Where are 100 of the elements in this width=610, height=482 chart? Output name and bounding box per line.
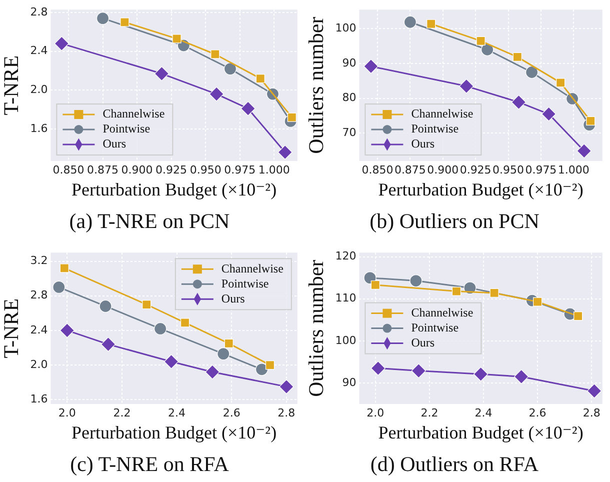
y-tick-label: 2.8 bbox=[30, 288, 48, 302]
y-tick-label: 100 bbox=[335, 22, 356, 35]
point bbox=[533, 297, 542, 306]
y-tick-label: 70 bbox=[342, 126, 356, 140]
point bbox=[511, 94, 526, 110]
y-axis-title: Outliers number bbox=[304, 260, 328, 397]
point bbox=[54, 36, 69, 51]
point bbox=[481, 43, 494, 56]
point bbox=[576, 144, 592, 158]
point bbox=[180, 318, 190, 328]
point bbox=[404, 16, 416, 28]
text: (b) Outliers on PCN bbox=[370, 208, 540, 233]
point bbox=[411, 363, 426, 378]
x-tick-label: 2.6 bbox=[222, 406, 240, 420]
point bbox=[209, 86, 224, 102]
y-tick-label: 2.4 bbox=[30, 323, 48, 336]
point bbox=[60, 264, 69, 273]
point bbox=[255, 363, 268, 376]
point bbox=[205, 364, 220, 380]
legend-label: Channelwise bbox=[221, 261, 284, 276]
y-tick-label: 1.6 bbox=[30, 122, 48, 135]
text: (c) T-NRE on RFA bbox=[70, 452, 230, 476]
point bbox=[210, 50, 220, 59]
x-tick-label: 2.0 bbox=[366, 406, 384, 420]
y-axis-title: Outliers number bbox=[304, 16, 328, 154]
y-tick-label: 2.0 bbox=[30, 83, 48, 96]
y-axis-title: T-NRE bbox=[0, 298, 24, 358]
x-tick-label: 0.950 bbox=[190, 163, 222, 176]
legend-label: Ours bbox=[411, 335, 435, 350]
x-tick-label: 2.4 bbox=[474, 406, 492, 420]
point bbox=[217, 348, 230, 360]
y-tick-label: 110 bbox=[335, 292, 356, 305]
x-tick-label: 0.975 bbox=[525, 163, 557, 176]
point bbox=[164, 354, 179, 369]
point bbox=[452, 286, 462, 296]
x-tick-label: 2.2 bbox=[420, 406, 438, 420]
point bbox=[525, 66, 538, 79]
text: (d) Outliers on RFA bbox=[370, 452, 540, 476]
point bbox=[410, 274, 422, 288]
legend-label: Channelwise bbox=[102, 106, 165, 121]
legend-label: Pointwise bbox=[411, 122, 459, 136]
x-tick-label: 2.8 bbox=[278, 406, 296, 420]
legend-label: Channelwise bbox=[411, 305, 474, 320]
point bbox=[279, 379, 294, 394]
point bbox=[52, 280, 66, 294]
point bbox=[99, 300, 112, 313]
y-tick-label: 90 bbox=[342, 56, 356, 70]
x-axis-title: Perturbation Budget (×10⁻²) bbox=[72, 180, 277, 200]
y-tick-label: 2.4 bbox=[30, 44, 48, 58]
x-tick-label: 0.900 bbox=[427, 163, 459, 176]
text: (a) T-NRE on PCN bbox=[69, 208, 230, 233]
point bbox=[224, 338, 234, 348]
point bbox=[120, 18, 130, 27]
x-tick-label: 0.925 bbox=[460, 163, 492, 176]
x-tick-label: 2.2 bbox=[113, 406, 131, 420]
point bbox=[426, 19, 436, 28]
y-tick-label: 2.8 bbox=[30, 5, 48, 18]
y-tick-label: 90 bbox=[342, 376, 356, 389]
point bbox=[476, 36, 486, 46]
legend-label: Channelwise bbox=[411, 106, 474, 121]
point bbox=[474, 366, 488, 382]
y-tick-label: 1.6 bbox=[30, 392, 48, 406]
point bbox=[96, 12, 110, 25]
point bbox=[142, 300, 152, 310]
point bbox=[256, 74, 265, 84]
x-tick-label: 0.900 bbox=[121, 163, 153, 176]
x-tick-label: 0.975 bbox=[224, 163, 256, 176]
point bbox=[154, 322, 167, 336]
point bbox=[490, 288, 499, 298]
y-tick-label: 120 bbox=[335, 250, 356, 263]
x-tick-label: 0.875 bbox=[394, 163, 426, 176]
point bbox=[364, 59, 378, 74]
point bbox=[586, 116, 596, 126]
x-tick-label: 0.875 bbox=[87, 163, 119, 176]
point bbox=[240, 101, 256, 116]
y-tick-label: 3.2 bbox=[30, 254, 48, 268]
point bbox=[370, 360, 386, 376]
point bbox=[224, 62, 237, 76]
x-tick-label: 1.000 bbox=[558, 163, 590, 176]
x-tick-label: 2.8 bbox=[582, 406, 600, 420]
x-tick-label: 2.4 bbox=[168, 406, 186, 420]
point bbox=[541, 106, 556, 122]
x-tick-label: 2.6 bbox=[528, 406, 546, 420]
x-tick-label: 0.850 bbox=[52, 163, 84, 176]
point bbox=[586, 384, 602, 398]
point bbox=[172, 34, 182, 44]
point bbox=[556, 78, 566, 88]
point bbox=[370, 280, 380, 290]
x-tick-label: 0.850 bbox=[362, 163, 394, 176]
legend-label: Ours bbox=[102, 136, 126, 151]
y-tick-label: 80 bbox=[342, 91, 356, 104]
point bbox=[514, 369, 529, 384]
x-axis-title: Perturbation Budget (×10⁻²) bbox=[378, 422, 584, 443]
point bbox=[278, 144, 292, 160]
point bbox=[265, 360, 275, 370]
legend-label: Pointwise bbox=[221, 276, 269, 290]
point bbox=[100, 337, 116, 352]
x-tick-label: 0.950 bbox=[492, 163, 524, 176]
x-axis-title: Perturbation Budget (×10⁻²) bbox=[72, 422, 277, 443]
y-axis-title: T-NRE bbox=[0, 55, 24, 116]
